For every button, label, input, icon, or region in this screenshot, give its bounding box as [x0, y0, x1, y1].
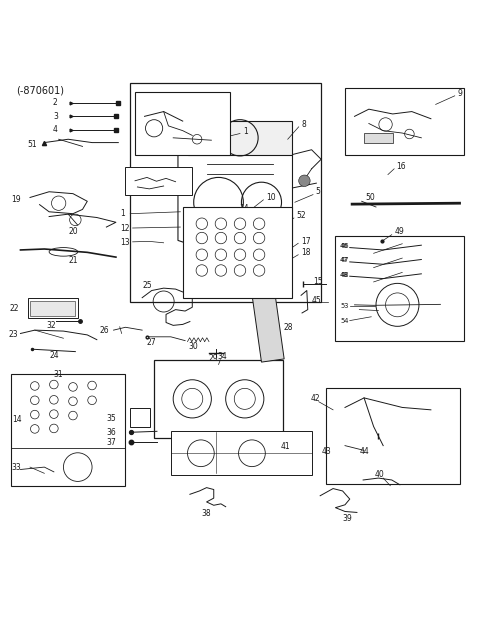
Text: 53: 53 — [340, 303, 348, 310]
Text: 48: 48 — [340, 272, 348, 278]
Bar — [364, 133, 393, 143]
Text: 49: 49 — [394, 227, 404, 236]
Bar — [130, 408, 150, 427]
Text: 25: 25 — [142, 281, 152, 290]
Text: 27: 27 — [147, 338, 156, 347]
Text: 6: 6 — [149, 173, 154, 180]
Text: 14: 14 — [12, 415, 22, 424]
Bar — [135, 92, 230, 155]
Text: 23: 23 — [9, 330, 18, 339]
Text: 41: 41 — [281, 442, 290, 451]
Text: 37: 37 — [107, 438, 116, 447]
Bar — [171, 431, 312, 475]
Text: 24: 24 — [49, 351, 59, 361]
Text: 7: 7 — [130, 173, 135, 180]
Text: 26: 26 — [99, 326, 109, 334]
Text: 43: 43 — [322, 447, 332, 456]
Text: 33: 33 — [12, 462, 22, 472]
Text: 47: 47 — [340, 258, 348, 263]
Text: 10: 10 — [266, 193, 276, 202]
Text: 34: 34 — [217, 353, 227, 361]
Text: 8: 8 — [301, 120, 306, 129]
Text: 29: 29 — [209, 354, 218, 363]
Bar — [326, 388, 459, 484]
Text: 31: 31 — [53, 369, 62, 379]
Text: 18: 18 — [301, 248, 311, 257]
Text: 28: 28 — [284, 323, 293, 332]
Text: 15: 15 — [313, 278, 323, 286]
Text: 38: 38 — [202, 509, 212, 518]
Bar — [183, 207, 292, 298]
Bar — [154, 359, 283, 439]
Text: 21: 21 — [68, 256, 78, 265]
Bar — [345, 88, 464, 155]
Text: 19: 19 — [11, 195, 21, 204]
Text: 30: 30 — [189, 343, 198, 351]
Text: (-870601): (-870601) — [16, 85, 64, 95]
Bar — [30, 301, 75, 316]
Text: 22: 22 — [10, 304, 20, 313]
Bar — [252, 290, 284, 362]
Text: 42: 42 — [311, 394, 320, 403]
Text: 45: 45 — [312, 296, 321, 305]
Text: 12: 12 — [120, 223, 129, 233]
Text: 9: 9 — [457, 89, 463, 98]
Bar — [28, 298, 78, 318]
Text: 51: 51 — [28, 140, 37, 149]
Circle shape — [299, 175, 310, 187]
Text: 46: 46 — [339, 243, 348, 249]
Text: 36: 36 — [107, 428, 116, 437]
Text: 39: 39 — [343, 514, 352, 523]
Text: 48: 48 — [339, 272, 348, 278]
Text: 54: 54 — [340, 318, 348, 324]
Bar — [130, 83, 321, 303]
Text: 2: 2 — [53, 99, 58, 107]
Text: 44: 44 — [360, 447, 369, 456]
Bar — [125, 167, 192, 195]
Text: 13: 13 — [120, 238, 130, 247]
Text: 3: 3 — [53, 112, 58, 121]
Text: 4: 4 — [53, 125, 58, 134]
Bar — [336, 236, 464, 341]
Text: 32: 32 — [47, 321, 56, 330]
Text: 14: 14 — [239, 205, 249, 213]
Text: 20: 20 — [68, 227, 78, 236]
Bar — [188, 121, 292, 155]
Text: 1: 1 — [243, 127, 248, 136]
Text: 35: 35 — [107, 414, 116, 424]
Bar — [11, 374, 125, 486]
Text: 16: 16 — [396, 162, 406, 171]
Text: 40: 40 — [374, 470, 384, 479]
Text: 50: 50 — [365, 193, 375, 202]
Text: 52: 52 — [296, 211, 306, 220]
Text: 47: 47 — [339, 258, 348, 263]
Text: 5: 5 — [315, 187, 320, 196]
Text: 46: 46 — [340, 243, 348, 249]
Text: 1: 1 — [120, 209, 124, 218]
Text: 17: 17 — [301, 237, 311, 246]
